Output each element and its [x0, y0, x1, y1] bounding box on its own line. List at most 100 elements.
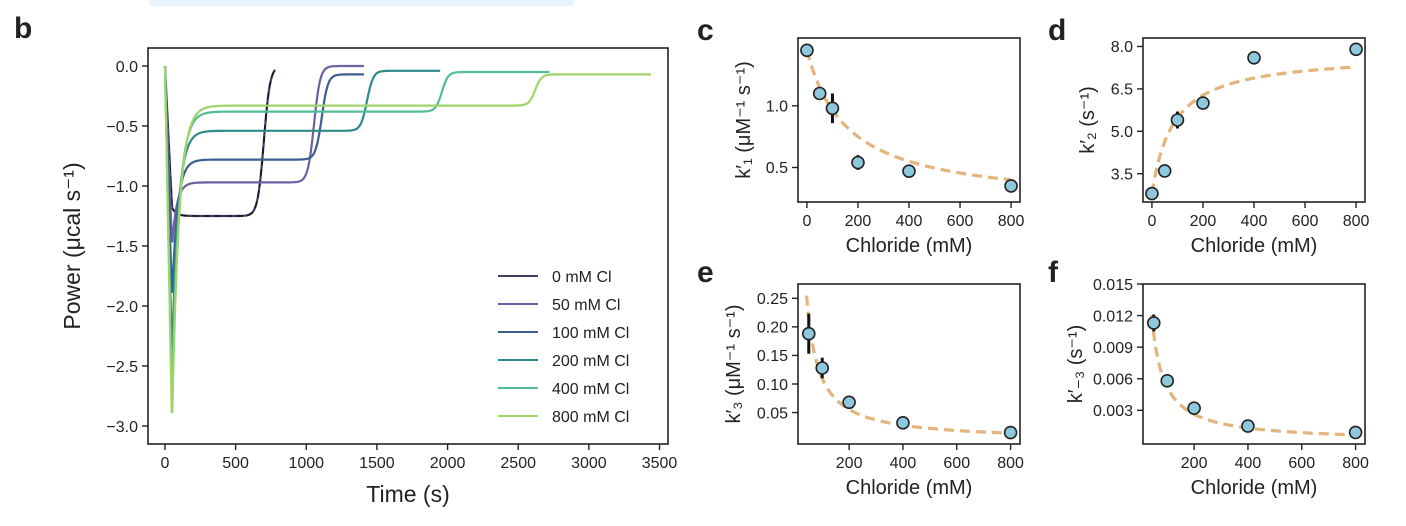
- fit-curve: [805, 49, 1012, 182]
- y-tick-label: 0.0: [116, 59, 138, 76]
- data-point: [801, 326, 816, 341]
- axes-c: 0 200 400 600 800 0.5 1.0: [766, 37, 1025, 230]
- y-axis-title-e: k′₃ (μM⁻¹ s⁻¹): [723, 305, 745, 424]
- y-tick-label: 1.0: [766, 99, 788, 116]
- panel-letter-f: f: [1048, 256, 1059, 289]
- plot-area-e: [801, 295, 1018, 440]
- x-tick-label: 800: [998, 213, 1025, 230]
- x-tick-label: 200: [845, 213, 872, 230]
- data-point: [1170, 113, 1185, 127]
- data-point: [825, 101, 840, 116]
- data-point: [1349, 42, 1363, 57]
- axes-frame: [797, 283, 1021, 445]
- data-point: [1004, 179, 1018, 193]
- top-banner: [150, 0, 574, 6]
- y-tick-label: −3.0: [106, 419, 138, 436]
- panel-letter-e: e: [697, 256, 714, 289]
- data-point: [800, 43, 814, 58]
- plot-area-b: [163, 64, 651, 414]
- panel-letter-d: d: [1048, 14, 1066, 47]
- x-tick-label: 3500: [642, 455, 678, 472]
- trace-line: [163, 65, 550, 394]
- x-tick-label: 400: [896, 213, 923, 230]
- y-tick-label: 5.0: [1111, 124, 1133, 141]
- plot-area-c: [800, 43, 1018, 193]
- data-point: [1247, 50, 1261, 65]
- data-point: [842, 395, 856, 410]
- x-tick-label: 0: [1147, 213, 1156, 230]
- x-tick-label: 800: [1342, 455, 1369, 472]
- x-axis-title-f: Chloride (mM): [1191, 477, 1318, 499]
- x-tick-label: 1500: [359, 455, 395, 472]
- x-tick-label: 200: [1181, 455, 1208, 472]
- chart-f: 200 400 600 800 0.003 0.006 0.009 0.012 0.015 Ch…: [1065, 277, 1369, 499]
- x-tick-label: 600: [947, 213, 974, 230]
- trace-line: [163, 64, 364, 243]
- x-tick-label: 500: [222, 455, 249, 472]
- data-point: [1157, 164, 1172, 178]
- fit-line-dashed: [164, 65, 276, 217]
- data-point: [1145, 186, 1159, 201]
- legend-label: 200 mM Cl: [552, 353, 629, 370]
- axes-d: 0 200 400 600 800 3.5 5.0 6.5 8.0: [1111, 37, 1370, 230]
- data-point: [902, 164, 916, 178]
- x-tick-label: 0: [161, 455, 170, 472]
- x-tick-label: 2500: [500, 455, 536, 472]
- y-tick-label: 0.003: [1093, 403, 1133, 420]
- legend-label: 0 mM Cl: [552, 269, 612, 286]
- y-tick-label: 0.20: [757, 320, 788, 337]
- x-axis-title-b: Time (s): [366, 481, 449, 507]
- x-tick-label: 3000: [571, 455, 607, 472]
- y-axis-title-c: k′₁ (μM⁻¹ s⁻¹): [733, 61, 755, 179]
- y-tick-label: 0.006: [1093, 371, 1133, 388]
- trace-line: [163, 65, 651, 414]
- axes-f: 200 400 600 800 0.003 0.006 0.009 0.012 0.015: [1093, 277, 1369, 472]
- trace-line: [163, 65, 441, 350]
- x-tick-label: 2000: [430, 455, 466, 472]
- axes-frame: [1142, 283, 1366, 445]
- y-tick-label: 0.015: [1093, 277, 1133, 294]
- y-tick-label: 0.009: [1093, 340, 1133, 357]
- y-tick-label: 8.0: [1111, 39, 1133, 56]
- x-tick-label: 400: [1235, 455, 1262, 472]
- legend-label: 50 mM Cl: [552, 297, 620, 314]
- data-point: [1196, 96, 1210, 110]
- plot-area-d: [1145, 42, 1363, 201]
- data-point: [1003, 425, 1018, 440]
- x-axis-title-c: Chloride (mM): [846, 235, 973, 257]
- data-point: [896, 416, 910, 430]
- data-point: [851, 155, 865, 170]
- x-tick-label: 600: [1292, 213, 1319, 230]
- y-tick-label: 0.15: [757, 348, 788, 365]
- y-tick-label: −1.5: [106, 239, 138, 256]
- chart-e: 200 400 600 800 0.05 0.10 0.15 0.20 0.25 Chlorid…: [723, 283, 1024, 499]
- y-tick-label: −2.0: [106, 299, 138, 316]
- axes-e: 200 400 600 800 0.05 0.10 0.15 0.20 0.25: [757, 283, 1024, 472]
- data-point: [1241, 419, 1255, 433]
- data-point: [1160, 374, 1175, 388]
- y-tick-label: −0.5: [106, 119, 138, 136]
- legend-label: 800 mM Cl: [552, 409, 629, 426]
- y-tick-label: 0.05: [757, 405, 788, 422]
- x-tick-label: 1000: [288, 455, 324, 472]
- trace-line: [163, 65, 364, 294]
- data-point: [1348, 425, 1363, 440]
- chart-c: 0 200 400 600 800 0.5 1.0 Chloride (mM) k′₁ (μ…: [733, 37, 1025, 257]
- y-tick-label: −1.0: [106, 179, 138, 196]
- y-tick-label: 0.25: [757, 291, 788, 308]
- y-axis-title-d: k′₂ (s⁻¹): [1077, 86, 1099, 154]
- x-tick-label: 0: [802, 213, 811, 230]
- legend-label: 400 mM Cl: [552, 381, 629, 398]
- fit-curve: [1150, 65, 1357, 194]
- y-axis-title-f: k′₋₃ (s⁻¹): [1065, 325, 1087, 404]
- x-tick-label: 600: [1288, 455, 1315, 472]
- x-axis-title-d: Chloride (mM): [1191, 235, 1318, 257]
- y-tick-label: −2.5: [106, 359, 138, 376]
- data-point: [815, 361, 830, 375]
- panel-letter-b: b: [14, 12, 32, 45]
- x-tick-label: 400: [890, 455, 917, 472]
- y-tick-label: 6.5: [1111, 82, 1133, 99]
- x-tick-label: 800: [997, 455, 1024, 472]
